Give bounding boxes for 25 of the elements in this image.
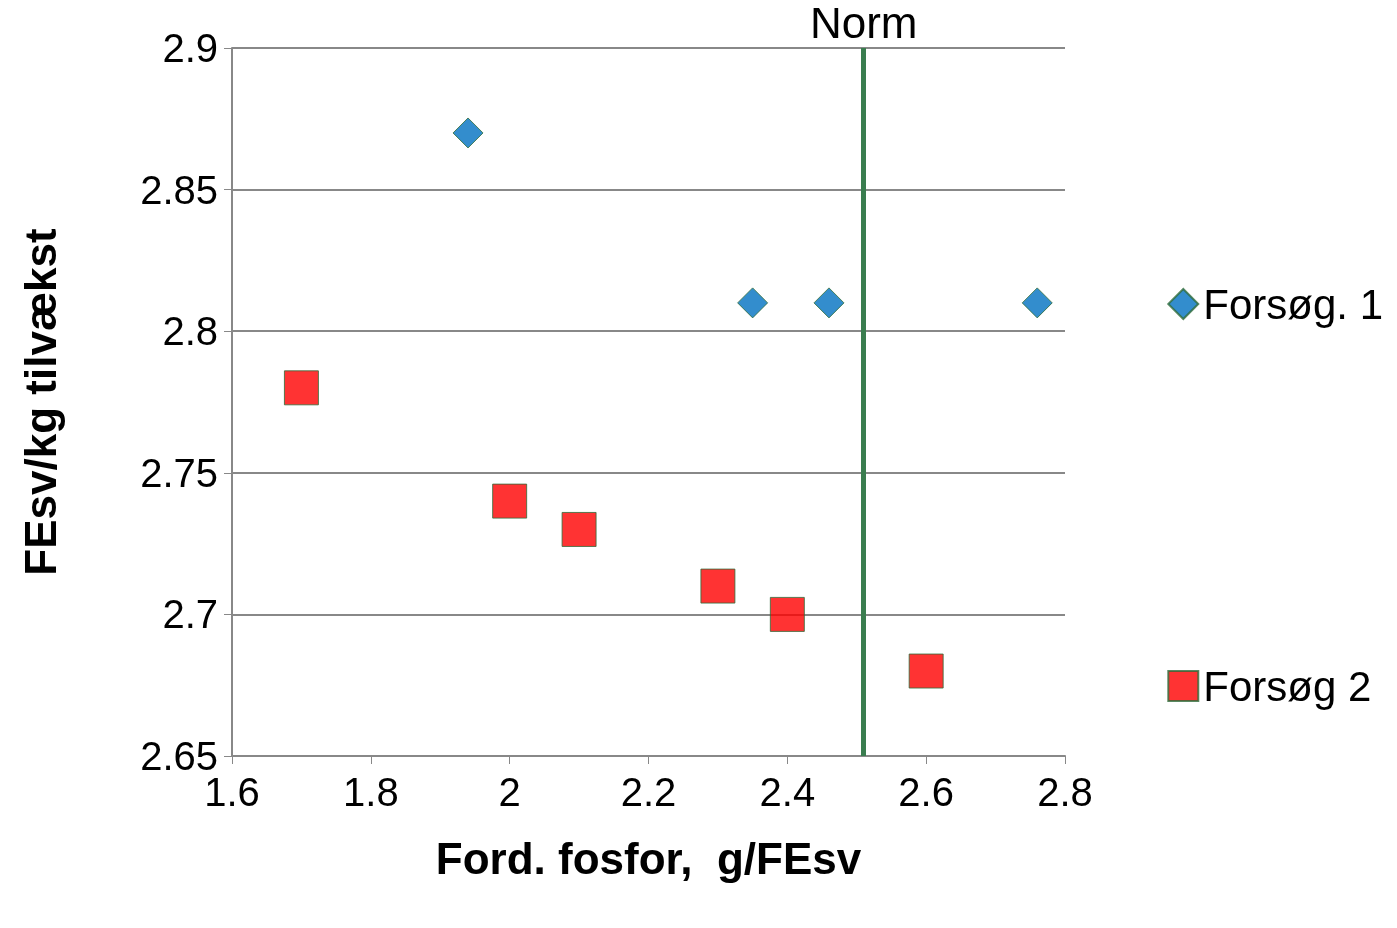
point — [700, 568, 736, 604]
x-tick-label: 2.6 — [898, 770, 954, 814]
x-tick-label: 2 — [498, 770, 521, 814]
x-axis-title: Ford. fosfor, g/FEsv — [435, 833, 862, 883]
point — [737, 287, 769, 319]
y-tick-label: 2.8 — [162, 309, 218, 354]
point — [1021, 287, 1053, 319]
y-tick-label: 2.9 — [162, 26, 218, 70]
point — [769, 596, 805, 632]
y-tick-label: 2.7 — [162, 592, 218, 637]
point — [813, 287, 845, 319]
x-tick-label: 2.8 — [1037, 770, 1093, 814]
x-tick-label: 1.8 — [343, 770, 399, 814]
point — [492, 483, 528, 519]
x-tick-label: 2.4 — [759, 770, 816, 814]
legend-label: Forsøg 2 — [1203, 662, 1372, 710]
y-axis-title: FEsv/kg tilvækst — [15, 228, 65, 576]
y-tick-label: 2.85 — [140, 167, 218, 212]
point — [452, 117, 484, 149]
point — [561, 511, 597, 547]
point — [283, 370, 319, 406]
legend-label: Forsøg. 1 — [1203, 280, 1384, 328]
y-tick-label: 2.75 — [140, 450, 218, 495]
x-tick-label: 2.2 — [620, 770, 677, 814]
point — [908, 653, 944, 689]
